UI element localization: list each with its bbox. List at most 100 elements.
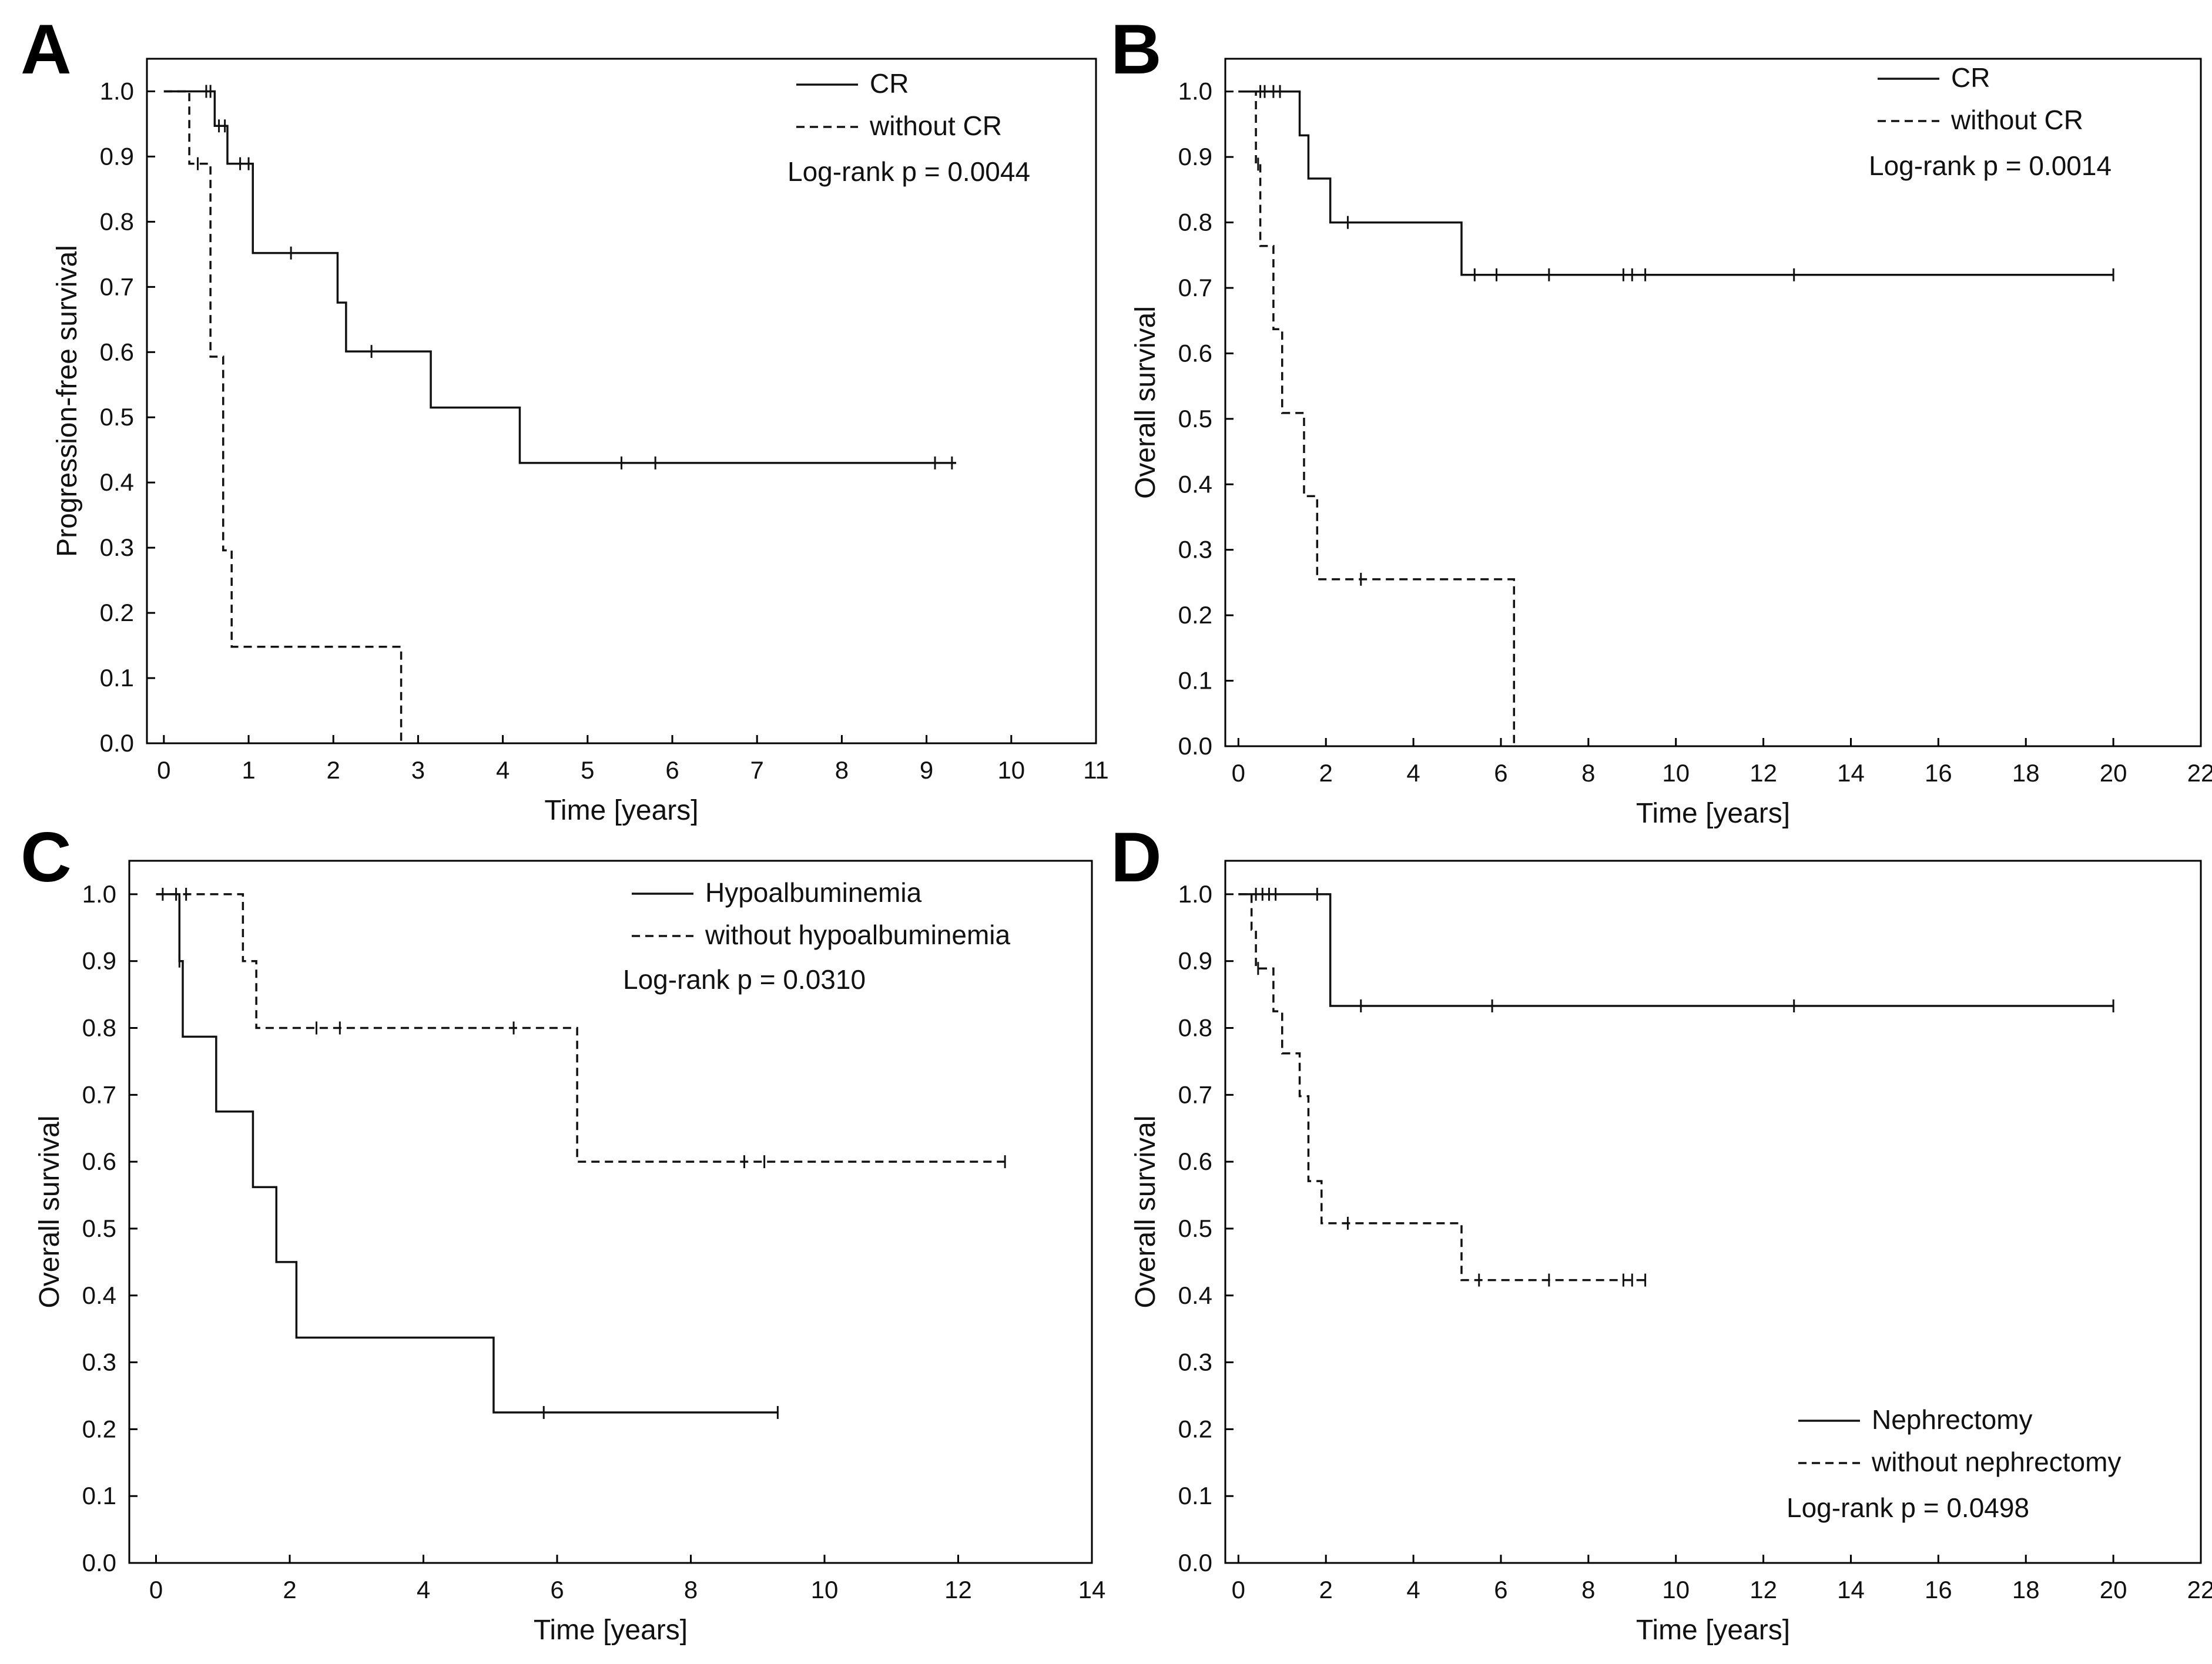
logrank-annotation: Log-rank p = 0.0014 [1869,150,2112,181]
legend-label: without nephrectomy [1871,1447,2121,1477]
x-tick-label: 4 [417,1576,430,1603]
logrank-annotation: Log-rank p = 0.0498 [1787,1492,2029,1523]
x-tick-label: 10 [1662,759,1690,787]
y-tick-label: 0.4 [82,1281,116,1309]
y-tick-label: 0.2 [82,1415,116,1442]
x-axis-label: Time [years] [1636,798,1790,829]
y-tick-label: 0.2 [100,599,134,626]
y-tick-label: 0.8 [82,1014,116,1042]
x-tick-label: 8 [684,1576,698,1603]
x-axis-label: Time [years] [1636,1615,1790,1646]
x-tick-label: 20 [2100,759,2127,787]
logrank-annotation: Log-rank p = 0.0310 [623,964,866,995]
y-axis-label: Progression-free survival [52,245,83,557]
y-tick-label: 0.3 [1178,536,1212,563]
x-tick-label: 1 [242,756,255,784]
y-tick-label: 0.3 [100,534,134,561]
x-tick-label: 2 [327,756,340,784]
y-tick-label: 0.2 [1178,1415,1212,1442]
legend-label: CR [870,68,909,99]
x-tick-label: 11 [1083,756,1109,784]
panel-d: D 0.0 0.1 0.2 0.3 0.4 0.5 0.6 0.7 0.8 0.9 1.0 0 2 4 6 8 1… [1111,818,2212,1646]
legend-label: Hypoalbuminemia [705,877,922,908]
legend-label: CR [1951,62,1990,93]
y-tick-label: 0.0 [100,729,134,757]
x-axis-label: Time [years] [534,1615,688,1646]
panel-letter: A [21,10,72,89]
x-tick-label: 6 [665,756,679,784]
y-tick-label: 0.9 [100,142,134,170]
x-tick-label: 14 [1078,1576,1106,1603]
y-axis-label: Overall survival [1130,1115,1161,1308]
x-tick-label: 20 [2100,1576,2127,1603]
y-tick-label: 0.8 [1178,209,1212,236]
y-tick-label: 0.0 [1178,1549,1212,1576]
x-tick-label: 9 [920,756,933,784]
plot-frame [146,58,1097,744]
panel-c: C 0.0 0.1 0.2 0.3 0.4 0.5 0.6 0.7 0.8 0.9 1.0 0 2 4 6 8 1… [21,818,1105,1646]
y-tick-label: 1.0 [100,77,134,105]
series-line-dashed [1238,893,1645,1281]
x-tick-label: 8 [835,756,849,784]
x-tick-label: 14 [1837,1576,1865,1603]
series-line-dashed [1238,90,1516,746]
x-tick-label: 8 [1581,759,1595,787]
y-tick-label: 0.3 [82,1348,116,1376]
plot-frame [1224,860,2202,1564]
y-axis-label: Overall survival [34,1115,65,1308]
x-tick-label: 16 [1925,759,1952,787]
x-tick-label: 4 [1406,759,1420,787]
y-tick-label: 0.3 [1178,1348,1212,1376]
x-tick-label: 14 [1837,759,1865,787]
x-tick-label: 12 [1750,759,1777,787]
x-tick-label: 22 [2187,1576,2212,1603]
panel-letter: D [1111,818,1162,897]
y-tick-label: 0.9 [82,947,116,975]
y-tick-label: 0.1 [1178,667,1212,695]
series-line-dashed [163,90,403,743]
series-line-solid [1238,90,2114,276]
x-tick-label: 6 [1494,1576,1507,1603]
legend-label: without hypoalbuminemia [705,920,1010,950]
plot-frame [128,860,1093,1564]
y-tick-label: 0.1 [1178,1482,1212,1509]
x-tick-label: 0 [149,1576,163,1603]
x-tick-label: 12 [1750,1576,1777,1603]
y-tick-label: 0.7 [1178,1081,1212,1108]
x-tick-label: 8 [1581,1576,1595,1603]
y-tick-label: 0.5 [1178,1215,1212,1242]
x-tick-label: 7 [750,756,764,784]
x-tick-label: 22 [2187,759,2212,787]
y-tick-label: 0.1 [100,664,134,692]
x-tick-label: 10 [1662,1576,1690,1603]
y-tick-label: 1.0 [1178,880,1212,908]
panel-b: B 0.0 0.1 0.2 0.3 0.4 0.5 0.6 0.7 0.8 0.9 1.0 0 2 4 6 8 1… [1111,10,2212,829]
x-tick-label: 18 [2012,759,2040,787]
panel-letter: B [1111,10,1162,89]
y-tick-label: 1.0 [1178,78,1212,105]
logrank-annotation: Log-rank p = 0.0044 [787,156,1030,187]
y-axis-label: Overall survival [1130,306,1161,499]
series-line-dashed [156,893,1006,1163]
legend-label: without CR [1950,105,2083,135]
y-tick-label: 1.0 [82,880,116,908]
plot-frame [1224,58,2202,747]
x-tick-label: 10 [997,756,1025,784]
series-line-solid [1238,893,2114,1007]
panel-a: A 0.0 0.1 0.2 0.3 0.4 0.5 0.6 0.7 0.8 0.9 1.0 0 1 2 3 4 5… [21,10,1109,826]
y-tick-label: 0.8 [100,207,134,235]
series-line-solid [163,90,957,464]
x-tick-label: 4 [1406,1576,1420,1603]
y-tick-label: 0.9 [1178,947,1212,975]
x-tick-label: 2 [1319,759,1333,787]
x-tick-label: 2 [1319,1576,1333,1603]
x-tick-label: 6 [550,1576,564,1603]
y-tick-label: 0.6 [100,338,134,365]
x-tick-label: 5 [581,756,594,784]
x-tick-label: 16 [1925,1576,1952,1603]
x-tick-label: 3 [411,756,425,784]
x-tick-label: 12 [944,1576,972,1603]
x-tick-label: 10 [811,1576,839,1603]
y-tick-label: 0.5 [100,403,134,431]
